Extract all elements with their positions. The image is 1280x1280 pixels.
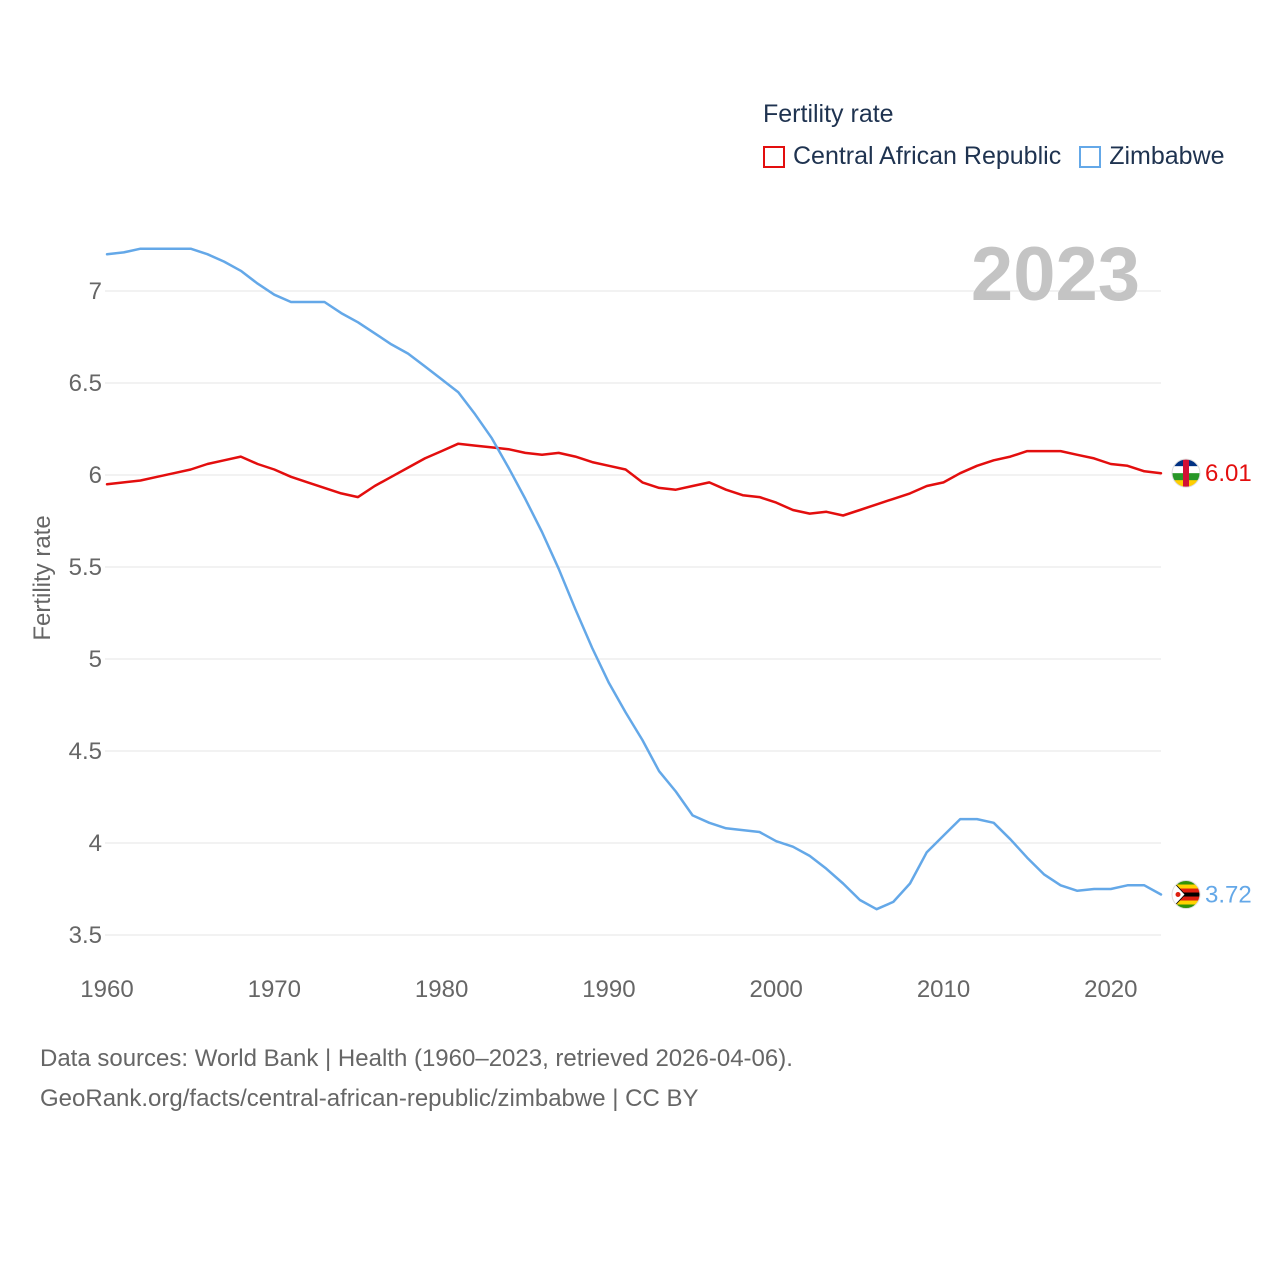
y-axis-ticks: 3.5 4 4.5 5 5.5 6 6.5 7: [69, 278, 102, 949]
x-tick-label: 1960: [80, 976, 133, 1003]
flag-icon-zimbabwe: [1171, 880, 1201, 910]
y-tick-label: 4.5: [69, 738, 102, 765]
legend-swatch-central-african-republic: [763, 145, 785, 168]
legend-label-zimbabwe: Zimbabwe: [1109, 142, 1225, 170]
series-end-markers: 6.01 3.72: [1171, 458, 1252, 910]
y-tick-label: 6: [89, 462, 102, 489]
legend-title: Fertility rate: [763, 100, 894, 128]
data-source-note: Data sources: World Bank | Health (1960–…: [40, 1045, 793, 1072]
y-tick-label: 5: [89, 646, 102, 673]
x-tick-label: 2020: [1084, 976, 1137, 1003]
y-axis-label: Fertility rate: [29, 515, 56, 640]
x-tick-label: 2010: [917, 976, 970, 1003]
y-tick-label: 6.5: [69, 370, 102, 397]
x-tick-label: 1980: [415, 976, 468, 1003]
series-line-zimbabwe[interactable]: [105, 247, 1163, 911]
gridlines: [105, 290, 1161, 936]
legend-label-central-african-republic: Central African Republic: [793, 142, 1062, 170]
x-tick-label: 1990: [582, 976, 635, 1003]
legend: Central African Republic Zimbabwe: [763, 142, 1225, 171]
series-lines: [105, 247, 1163, 911]
legend-swatch-zimbabwe: [1079, 145, 1102, 168]
x-tick-label: 1970: [248, 976, 301, 1003]
end-value-label-central-african-republic: 6.01: [1205, 460, 1252, 487]
series-line-central-african-republic[interactable]: [105, 442, 1163, 517]
y-tick-label: 5.5: [69, 554, 102, 581]
year-watermark: 2023: [971, 232, 1140, 317]
y-tick-label: 4: [89, 830, 102, 857]
y-tick-label: 7: [89, 278, 102, 305]
legend-item-central-african-republic[interactable]: Central African Republic: [763, 142, 1061, 171]
end-value-label-zimbabwe: 3.72: [1205, 882, 1252, 909]
x-axis-ticks: 1960 1970 1980 1990 2000 2010 2020: [80, 976, 1137, 1003]
flag-icon-central-african-republic: [1171, 458, 1201, 488]
x-tick-label: 2000: [750, 976, 803, 1003]
y-tick-label: 3.5: [69, 922, 102, 949]
source-url-license: GeoRank.org/facts/central-african-republ…: [40, 1085, 699, 1112]
legend-item-zimbabwe[interactable]: Zimbabwe: [1079, 142, 1225, 171]
